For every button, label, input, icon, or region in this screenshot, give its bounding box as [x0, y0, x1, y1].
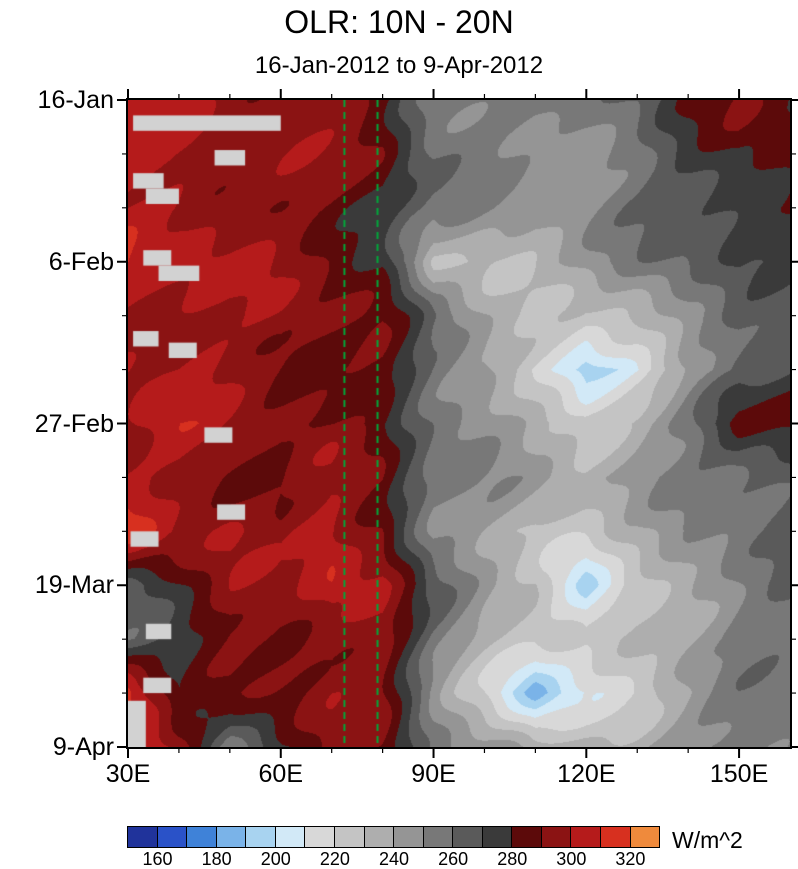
x-tick-label: 90E: [411, 760, 456, 788]
colorbar-segment: [422, 826, 454, 848]
colorbar-segment: [570, 826, 601, 848]
y-tick-label: 16-Jan: [37, 86, 114, 114]
plot-area: [126, 98, 792, 749]
colorbar-tick-label: 180: [201, 849, 232, 869]
colorbar-segment: [540, 826, 572, 848]
colorbar-segment: [274, 826, 306, 848]
y-tick-label: 9-Apr: [52, 733, 114, 761]
colorbar-segment: [600, 826, 631, 848]
colorbar-segment: [393, 826, 424, 848]
colorbar-segment: [333, 826, 365, 848]
colorbar-tick-label: 220: [319, 849, 350, 869]
colorbar-segment: [245, 826, 276, 848]
colorbar-tick-label: 300: [556, 849, 587, 869]
colorbar-tick-label: 160: [142, 849, 173, 869]
colorbar-segment: [156, 826, 188, 848]
colorbar-segment: [186, 826, 217, 848]
x-tick-label: 150E: [709, 760, 769, 788]
colorbar-tick-label: 240: [378, 849, 410, 869]
colorbar-segment: [363, 826, 395, 848]
colorbar-segment: [215, 826, 247, 848]
chart-title: OLR: 10N - 20N: [284, 4, 514, 40]
chart-subtitle: 16-Jan-2012 to 9-Apr-2012: [254, 52, 544, 79]
colorbar-segment: [304, 826, 335, 848]
colorbar-segment: [452, 826, 483, 848]
colorbar-units-label: W/m^2: [672, 827, 743, 853]
x-tick-label: 120E: [557, 760, 616, 788]
y-tick-label: 27-Feb: [34, 409, 114, 438]
colorbar-segment: [511, 826, 542, 848]
colorbar-tick-label: 280: [497, 849, 528, 869]
colorbar-segment: [481, 826, 513, 848]
x-tick-label: 30E: [105, 760, 151, 788]
x-tick-label: 60E: [258, 760, 304, 788]
colorbar: [127, 826, 661, 848]
heatmap-canvas: [128, 100, 790, 747]
colorbar-segment: [127, 826, 158, 848]
colorbar-tick-label: 320: [615, 849, 646, 869]
colorbar-tick-label: 200: [260, 849, 291, 869]
colorbar-segment: [629, 826, 661, 848]
colorbar-tick-label: 260: [438, 849, 469, 869]
y-tick-label: 19-Mar: [34, 571, 114, 600]
y-tick-label: 6-Feb: [48, 247, 114, 276]
